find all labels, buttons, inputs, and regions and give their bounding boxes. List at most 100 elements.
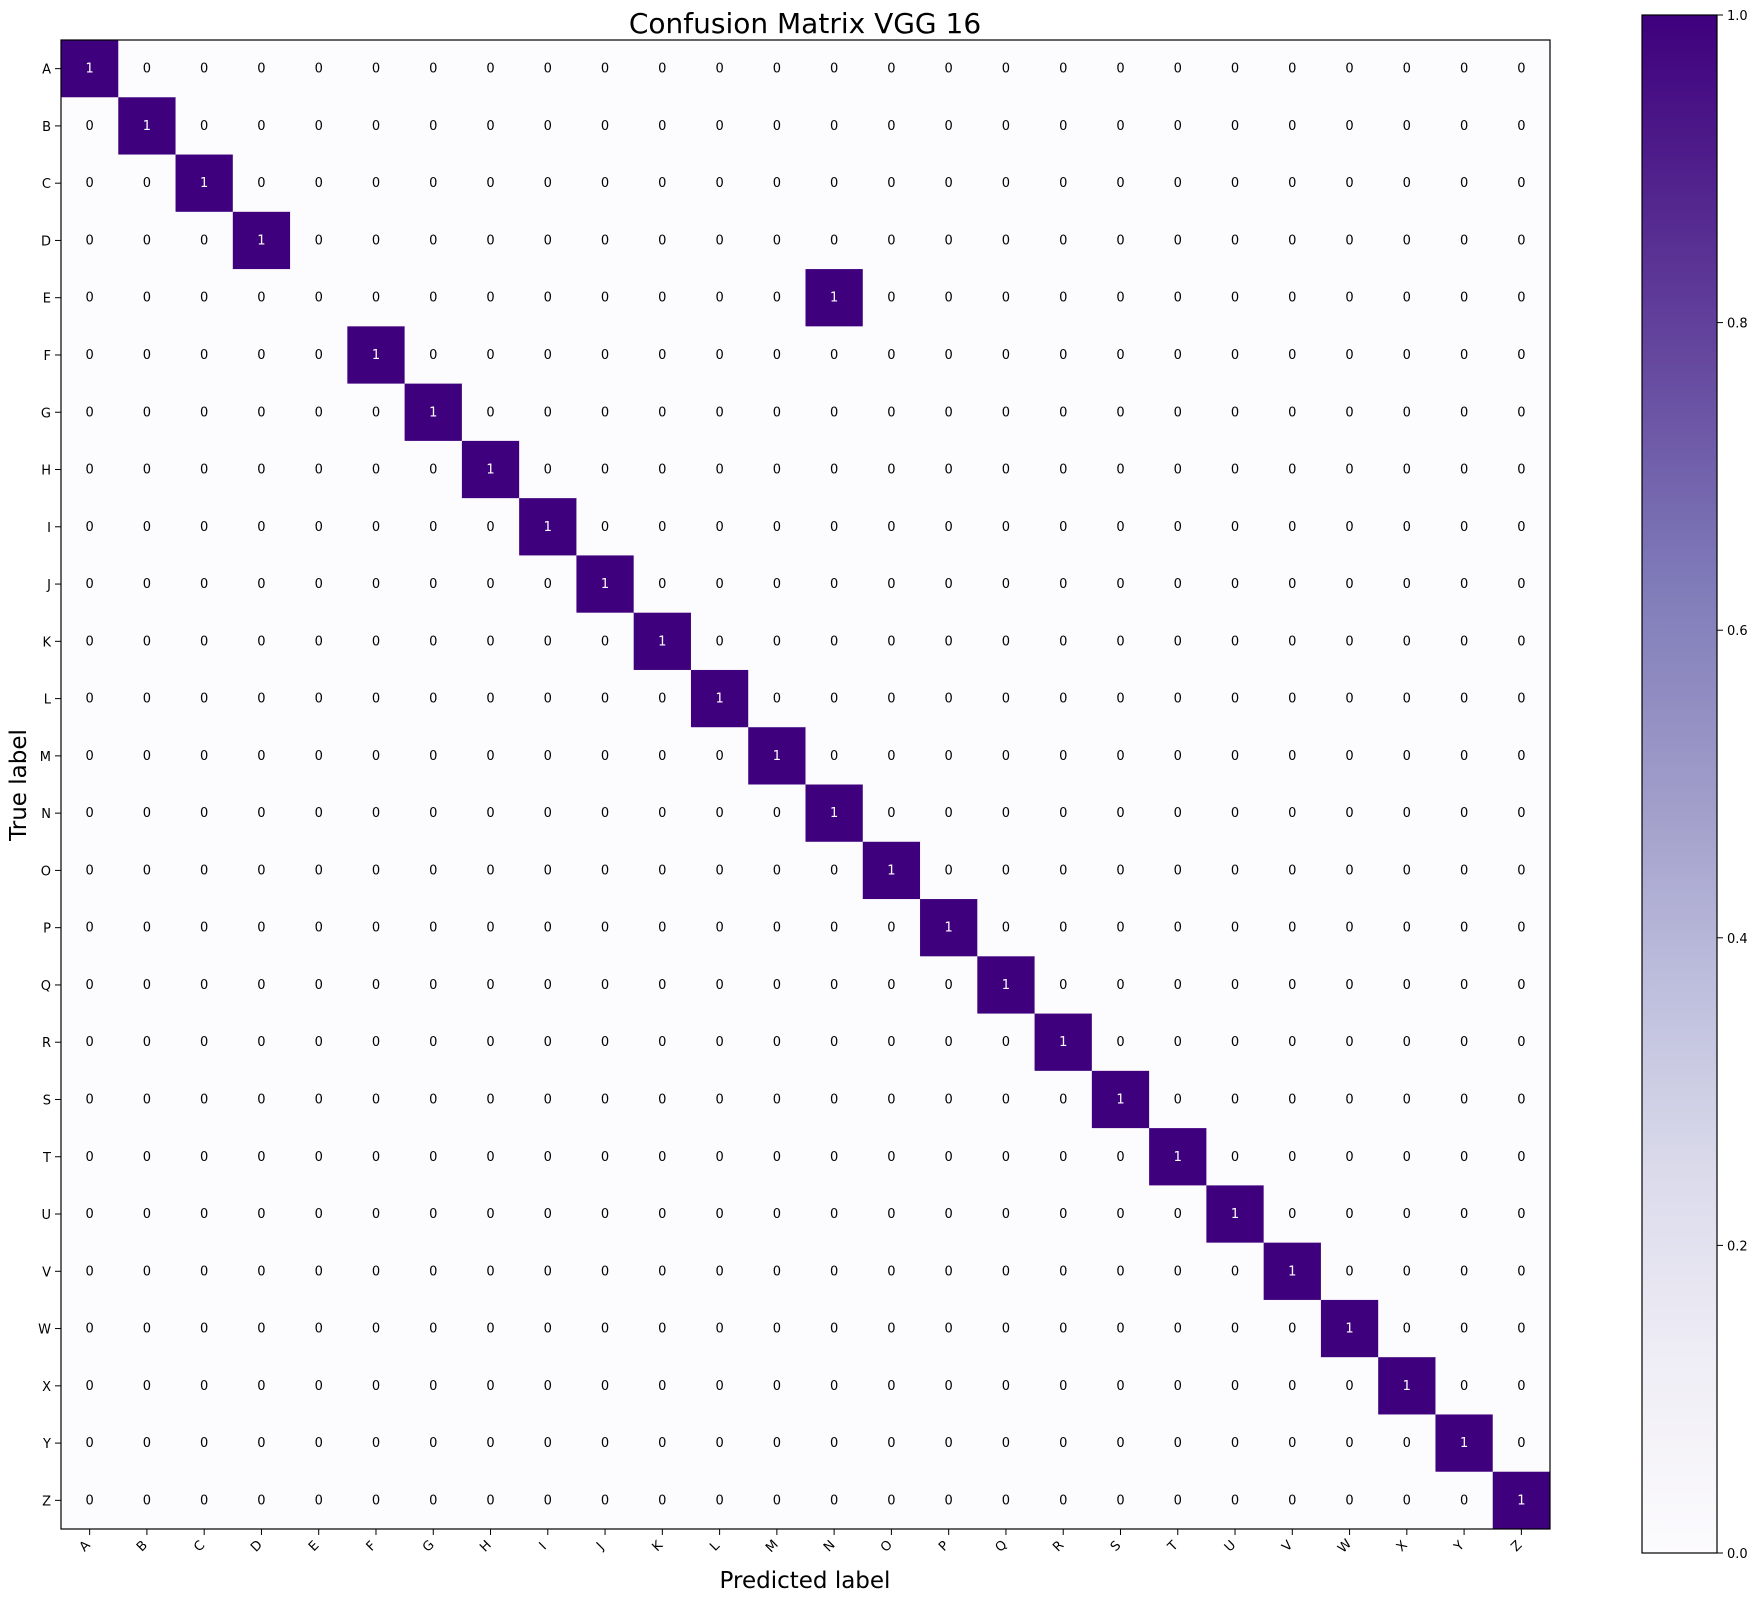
heatmap-cell-N-M: [748, 784, 806, 843]
cell-value-label: 0: [887, 405, 895, 420]
heatmap-cell-P-E: [290, 899, 348, 957]
heatmap-cell-X-J: [576, 1357, 635, 1415]
heatmap-cell-Q-U: [1206, 956, 1265, 1015]
cell-value-label: 0: [1460, 1092, 1468, 1107]
heatmap-cell-B-A: [61, 97, 119, 156]
heatmap-cell-P-H: [461, 899, 520, 957]
cell-value-label: 0: [1002, 405, 1010, 420]
cell-value-label: 1: [1288, 1264, 1296, 1279]
y-tick-label: C: [42, 177, 51, 192]
heatmap-cell-O-I: [519, 841, 577, 900]
heatmap-cell-H-P: [920, 440, 978, 499]
heatmap-cell-D-I: [519, 211, 577, 270]
cell-value-label: 0: [1517, 749, 1525, 764]
cell-value-label: 0: [601, 348, 609, 363]
heatmap-cell-P-M: [748, 899, 806, 957]
cell-value-label: 0: [544, 1150, 552, 1165]
cell-value-label: 0: [200, 119, 208, 134]
heatmap-cell-D-C: [175, 211, 234, 270]
cell-value-label: 0: [945, 405, 953, 420]
heatmap-cell-I-V: [1263, 498, 1322, 556]
heatmap-cell-K-W: [1320, 612, 1379, 671]
heatmap-cell-C-P: [920, 154, 978, 213]
x-tick-label: F: [364, 1539, 380, 1555]
heatmap-cell-O-R: [1034, 841, 1093, 900]
cell-value-label: 0: [257, 1379, 265, 1394]
cell-value-label: 0: [1002, 1322, 1010, 1337]
cell-value-label: 0: [429, 1092, 437, 1107]
cell-value-label: 0: [945, 1207, 953, 1222]
heatmap-cell-Z-I: [519, 1471, 577, 1530]
cell-value-label: 0: [1116, 1322, 1124, 1337]
heatmap-cell-V-R: [1034, 1242, 1093, 1301]
heatmap-cell-J-G: [404, 555, 463, 614]
cell-value-label: 0: [1288, 692, 1296, 707]
cell-value-label: 1: [1517, 1493, 1525, 1508]
heatmap-cell-T-Q: [977, 1128, 1036, 1186]
heatmap-cell-S-B: [118, 1070, 177, 1129]
heatmap-cell-W-K: [633, 1299, 692, 1358]
cell-value-label: 0: [1403, 119, 1411, 134]
cell-value-label: 0: [1460, 1035, 1468, 1050]
heatmap-cell-K-L: [690, 612, 749, 671]
heatmap-cell-P-T: [1149, 899, 1207, 957]
heatmap-cell-C-A: [61, 154, 119, 213]
heatmap-cell-N-C: [175, 784, 234, 843]
cell-value-label: 0: [1116, 577, 1124, 592]
heatmap-cell-O-S: [1091, 841, 1150, 900]
cell-value-label: 0: [544, 1092, 552, 1107]
cell-value-label: 0: [1116, 978, 1124, 993]
cell-value-label: 0: [85, 463, 93, 478]
cell-value-label: 1: [544, 520, 552, 535]
x-tick-label: N: [821, 1538, 838, 1555]
cell-value-label: 0: [257, 291, 265, 306]
heatmap-cell-Q-Q: [977, 956, 1036, 1015]
heatmap-cell-I-P: [920, 498, 978, 556]
heatmap-cell-R-H: [461, 1013, 520, 1072]
heatmap-cell-P-B: [118, 899, 177, 957]
cell-value-label: 0: [1174, 1493, 1182, 1508]
cell-value-label: 0: [143, 233, 151, 248]
heatmap-cell-F-X: [1378, 326, 1436, 385]
cell-value-label: 0: [945, 749, 953, 764]
cell-value-label: 0: [773, 1379, 781, 1394]
heatmap-cell-Q-Y: [1435, 956, 1494, 1015]
heatmap-cell-N-E: [290, 784, 348, 843]
heatmap-cell-H-O: [862, 440, 921, 499]
heatmap-cell-M-L: [690, 727, 749, 785]
heatmap-cell-Z-C: [175, 1471, 234, 1530]
heatmap-cell-A-I: [519, 40, 577, 98]
cell-value-label: 0: [830, 1322, 838, 1337]
cell-value-label: 0: [658, 119, 666, 134]
cell-value-label: 0: [715, 176, 723, 191]
cell-value-label: 0: [315, 1150, 323, 1165]
heatmap-cell-S-P: [920, 1070, 978, 1129]
cell-value-label: 0: [715, 1264, 723, 1279]
heatmap-cell-U-B: [118, 1185, 177, 1244]
heatmap-cell-S-U: [1206, 1070, 1265, 1129]
heatmap-cell-G-T: [1149, 383, 1207, 442]
cell-value-label: 0: [486, 1379, 494, 1394]
cell-value-label: 0: [257, 978, 265, 993]
heatmap-cell-A-M: [748, 40, 806, 98]
cell-value-label: 0: [1345, 921, 1353, 936]
cell-value-label: 0: [429, 1264, 437, 1279]
heatmap-cell-L-P: [920, 669, 978, 728]
heatmap-cell-N-K: [633, 784, 692, 843]
cell-value-label: 0: [830, 62, 838, 77]
cell-value-label: 0: [715, 806, 723, 821]
heatmap-cell-V-O: [862, 1242, 921, 1301]
heatmap-cell-Z-M: [748, 1471, 806, 1530]
cell-value-label: 0: [1460, 463, 1468, 478]
heatmap-cell-S-M: [748, 1070, 806, 1129]
heatmap-cell-R-R: [1034, 1013, 1093, 1072]
heatmap-cell-F-S: [1091, 326, 1150, 385]
heatmap-cell-T-Y: [1435, 1128, 1494, 1186]
heatmap-cell-K-B: [118, 612, 177, 671]
cell-value-label: 0: [486, 348, 494, 363]
heatmap-cell-E-N: [805, 269, 864, 327]
cell-value-label: 0: [1403, 62, 1411, 77]
cell-value-label: 0: [601, 1207, 609, 1222]
cell-value-label: 0: [143, 749, 151, 764]
heatmap-cell-Z-J: [576, 1471, 635, 1530]
